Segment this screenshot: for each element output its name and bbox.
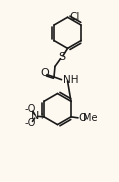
Text: O: O bbox=[41, 68, 49, 78]
Text: NH: NH bbox=[63, 76, 79, 86]
Text: Me: Me bbox=[83, 113, 98, 123]
Text: +: + bbox=[38, 112, 45, 121]
Text: -O: -O bbox=[25, 104, 36, 114]
Text: O: O bbox=[79, 113, 87, 123]
Text: S: S bbox=[58, 52, 66, 62]
Text: -O: -O bbox=[25, 118, 36, 128]
Text: N: N bbox=[31, 111, 40, 121]
Text: Cl: Cl bbox=[69, 12, 79, 22]
